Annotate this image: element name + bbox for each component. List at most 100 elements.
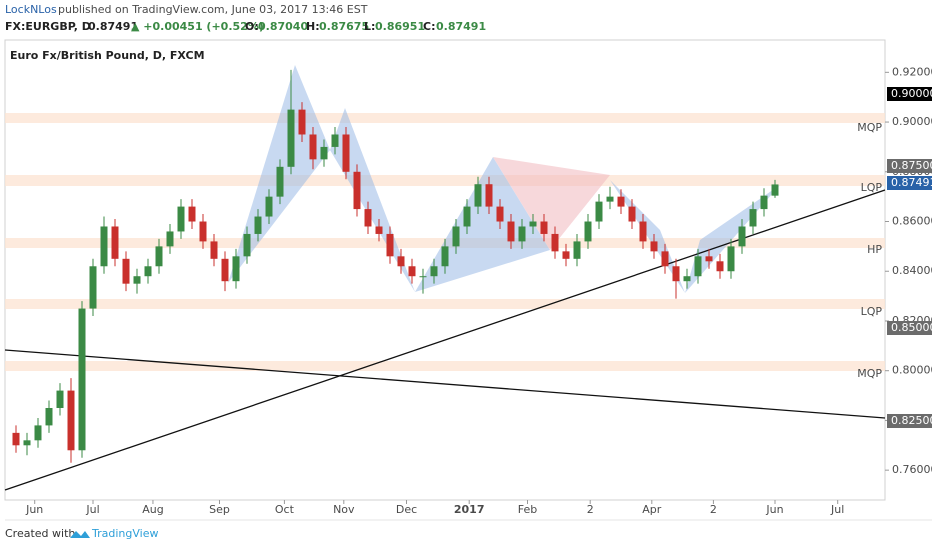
candle-body [650, 241, 658, 252]
candle-body [67, 390, 75, 451]
x-tick-label: Feb [518, 503, 537, 516]
x-tick-label: Dec [396, 503, 417, 516]
symbol: FX:EURGBP, D [5, 20, 91, 33]
candle-body [397, 256, 405, 267]
published: published on TradingView.com, June 03, 2… [58, 3, 368, 16]
price-tag-label: 0.90000 [891, 87, 932, 100]
change: ▲ +0.00451 (+0.52%) [131, 20, 264, 33]
candle-body [199, 221, 207, 242]
candle-body [122, 258, 130, 284]
zone [5, 113, 885, 123]
candle-body [441, 246, 449, 267]
candle-body [342, 134, 350, 172]
y-tick-label: 0.90000 [892, 115, 932, 128]
l-label: L: [364, 20, 375, 33]
x-tick-label: Aug [142, 503, 163, 516]
candle-body [210, 241, 218, 259]
candle-body [287, 109, 295, 167]
price-tag [887, 159, 932, 173]
candle-body [672, 266, 680, 282]
candle-body [298, 109, 306, 135]
candle-body [419, 276, 427, 278]
candle-body [408, 266, 416, 277]
candle-body [771, 184, 779, 196]
footer-brand[interactable]: TradingView [91, 527, 158, 540]
zone-label: MQP [857, 121, 882, 134]
l: 0.86951 [375, 20, 425, 33]
footer-created: Created with [5, 527, 75, 540]
plot-frame [4, 39, 886, 501]
candle-body [364, 209, 372, 227]
candle-body [595, 201, 603, 222]
candle-body [45, 408, 53, 426]
candle-body [562, 251, 570, 259]
candle-body [496, 206, 504, 222]
candle-body [78, 308, 86, 451]
candle-body [727, 246, 735, 272]
x-tick-label: Oct [275, 503, 295, 516]
zone [5, 361, 885, 371]
candle-body [276, 166, 284, 197]
zone-label: LQP [861, 181, 883, 194]
candle-body [452, 226, 460, 247]
trendline [4, 189, 886, 491]
candle-body [177, 206, 185, 232]
candle-body [144, 266, 152, 277]
y-tick-label: 0.76000 [892, 463, 932, 476]
x-tick-label: 2 [587, 503, 594, 516]
candle-body [386, 233, 394, 257]
candle-body [694, 256, 702, 277]
author[interactable]: LockNLos [5, 3, 57, 16]
c-label: C: [423, 20, 435, 33]
o: 0.87040 [258, 20, 308, 33]
candle-body [188, 206, 196, 222]
candles [12, 69, 779, 463]
x-tick-label: Apr [642, 503, 662, 516]
zone-label: HP [867, 243, 882, 256]
candle-body [738, 226, 746, 247]
candle-body [705, 256, 713, 262]
price-tag [887, 414, 932, 428]
price-tag-label: 0.85000 [891, 321, 932, 334]
x-tick-label: Jul [830, 503, 844, 516]
candle-body [133, 276, 141, 284]
candle-body [551, 233, 559, 252]
candle-body [232, 256, 240, 282]
x-tick-label: Sep [209, 503, 230, 516]
candle-body [573, 241, 581, 259]
candle-body [111, 226, 119, 259]
candle-body [529, 221, 537, 227]
candle-body [243, 233, 251, 257]
candle-body [474, 184, 482, 207]
candle-body [584, 221, 592, 242]
candle-body [507, 221, 515, 242]
x-tick-label: Jun [765, 503, 783, 516]
price-tag [887, 87, 932, 101]
candle-body [485, 184, 493, 207]
price-tag [887, 321, 932, 335]
zone-label: LQP [861, 305, 883, 318]
candle-body [463, 206, 471, 227]
x-tick-label: 2017 [454, 503, 485, 516]
candle-body [56, 390, 64, 408]
chart-title: Euro Fx/British Pound, D, FXCM [10, 49, 205, 62]
logo [70, 531, 90, 538]
candle-body [221, 258, 229, 282]
candle-body [617, 196, 625, 207]
h-label: H: [306, 20, 320, 33]
zone [5, 175, 885, 186]
candle-body [375, 226, 383, 234]
candle-body [309, 134, 317, 160]
c: 0.87491 [436, 20, 486, 33]
candle-body [606, 196, 614, 202]
candle-body [265, 196, 273, 217]
h: 0.87675 [319, 20, 369, 33]
candle-body [23, 440, 31, 446]
x-tick-label: Jun [25, 503, 43, 516]
candle-body [430, 266, 438, 277]
candle-body [749, 209, 757, 227]
